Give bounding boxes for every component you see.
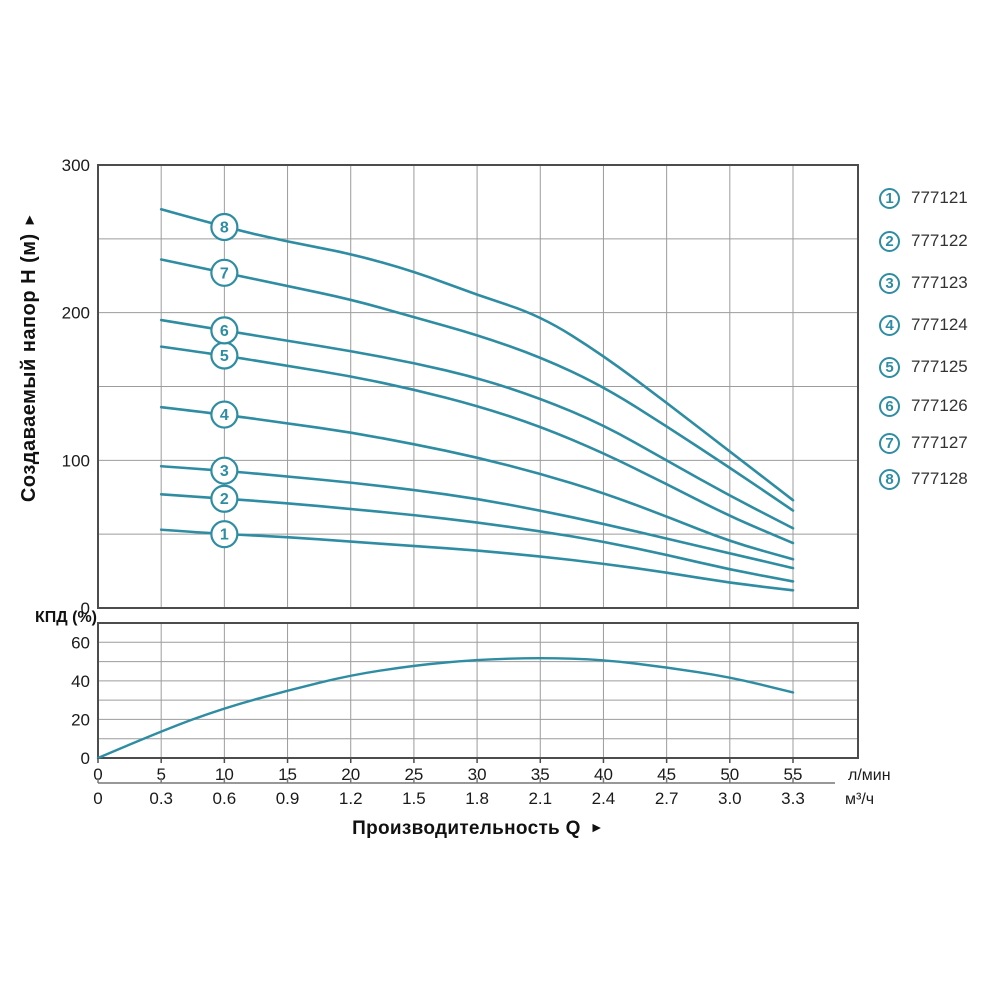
x-tick-label-lmin: 45 [657, 765, 676, 784]
x-unit-lmin: л/мин [848, 767, 891, 784]
pump-curve-777123 [159, 464, 795, 570]
x-axis-title: Производительность Q ► [98, 818, 858, 840]
y-axis-title: Создаваемый напор Н (м) ► [18, 167, 44, 547]
x-tick-label-m3h: 0.3 [149, 789, 173, 808]
curve-marker-circle [210, 520, 239, 549]
efficiency-axis-label: КПД (%) [35, 609, 97, 626]
curve-marker-circle [210, 316, 239, 345]
curve-marker-circle [210, 212, 239, 242]
curve-marker-number: 6 [220, 323, 229, 340]
x-tick-label-m3h: 2.4 [592, 789, 616, 808]
head-y-tick-label: 100 [62, 451, 90, 470]
curve-marker-circle [210, 456, 239, 485]
x-tick-label-m3h: 1.8 [465, 789, 489, 808]
head-y-tick-label: 200 [62, 304, 90, 323]
x-tick-label-lmin: 20 [341, 765, 360, 784]
efficiency-curve [96, 657, 795, 760]
x-tick-label-m3h: 2.7 [655, 789, 679, 808]
x-tick-label-lmin: 5 [156, 765, 165, 784]
x-tick-label-lmin: 55 [784, 765, 803, 784]
x-tick-label-m3h: 2.1 [528, 789, 552, 808]
up-arrow-icon: ► [21, 211, 38, 228]
x-tick-label-m3h: 0.9 [276, 789, 300, 808]
x-tick-label-m3h: 0 [93, 789, 102, 808]
pump-curve-777121 [159, 528, 795, 592]
x-tick-label-m3h: 3.0 [718, 789, 742, 808]
x-tick-label-m3h: 0.6 [213, 789, 237, 808]
curve-marker-circle [210, 258, 239, 287]
curve-marker-number: 5 [220, 348, 229, 365]
x-tick-label-m3h: 1.5 [402, 789, 426, 808]
curve-marker-number: 3 [220, 463, 229, 480]
efficiency-plot-frame [97, 622, 859, 759]
x-axis-title-text: Производительность Q [352, 818, 581, 839]
right-arrow-icon: ► [589, 819, 604, 835]
curve-marker-circle [210, 484, 239, 513]
x-tick-label-m3h: 3.3 [781, 789, 805, 808]
x-unit-m3h: м³/ч [845, 791, 874, 808]
head-y-tick-label: 300 [62, 156, 90, 175]
efficiency-y-tick-label: 60 [71, 633, 90, 652]
x-tick-label-lmin: 15 [278, 765, 297, 784]
curve-marker-number: 1 [220, 527, 229, 544]
x-tick-label-lmin: 0 [93, 765, 102, 784]
pump-curve-777126 [159, 318, 795, 530]
curve-marker-number: 4 [220, 407, 229, 424]
curve-marker-number: 7 [220, 265, 229, 282]
pump-curve-777128 [159, 208, 795, 502]
head-plot-frame [97, 164, 859, 609]
x-tick-label-lmin: 40 [594, 765, 613, 784]
efficiency-y-tick-label: 20 [71, 710, 90, 729]
x-tick-label-lmin: 50 [720, 765, 739, 784]
pump-curve-777125 [159, 345, 795, 545]
x-tick-label-lmin: 30 [468, 765, 487, 784]
curve-marker-circle [210, 400, 239, 429]
y-axis-title-text: Создаваемый напор Н (м) [18, 233, 40, 503]
curve-marker-number: 8 [220, 220, 229, 237]
x-tick-label-lmin: 35 [531, 765, 550, 784]
pump-curve-777122 [159, 492, 795, 583]
x-tick-label-lmin: 10 [215, 765, 234, 784]
head-y-tick-label: 0 [81, 599, 90, 618]
efficiency-y-tick-label: 40 [71, 672, 90, 691]
pump-curve-777124 [159, 405, 795, 561]
x-tick-label-lmin: 25 [404, 765, 423, 784]
efficiency-y-tick-label: 0 [81, 749, 90, 768]
curve-marker-number: 2 [220, 491, 229, 508]
x-tick-label-m3h: 1.2 [339, 789, 363, 808]
pump-curve-777127 [159, 258, 795, 512]
